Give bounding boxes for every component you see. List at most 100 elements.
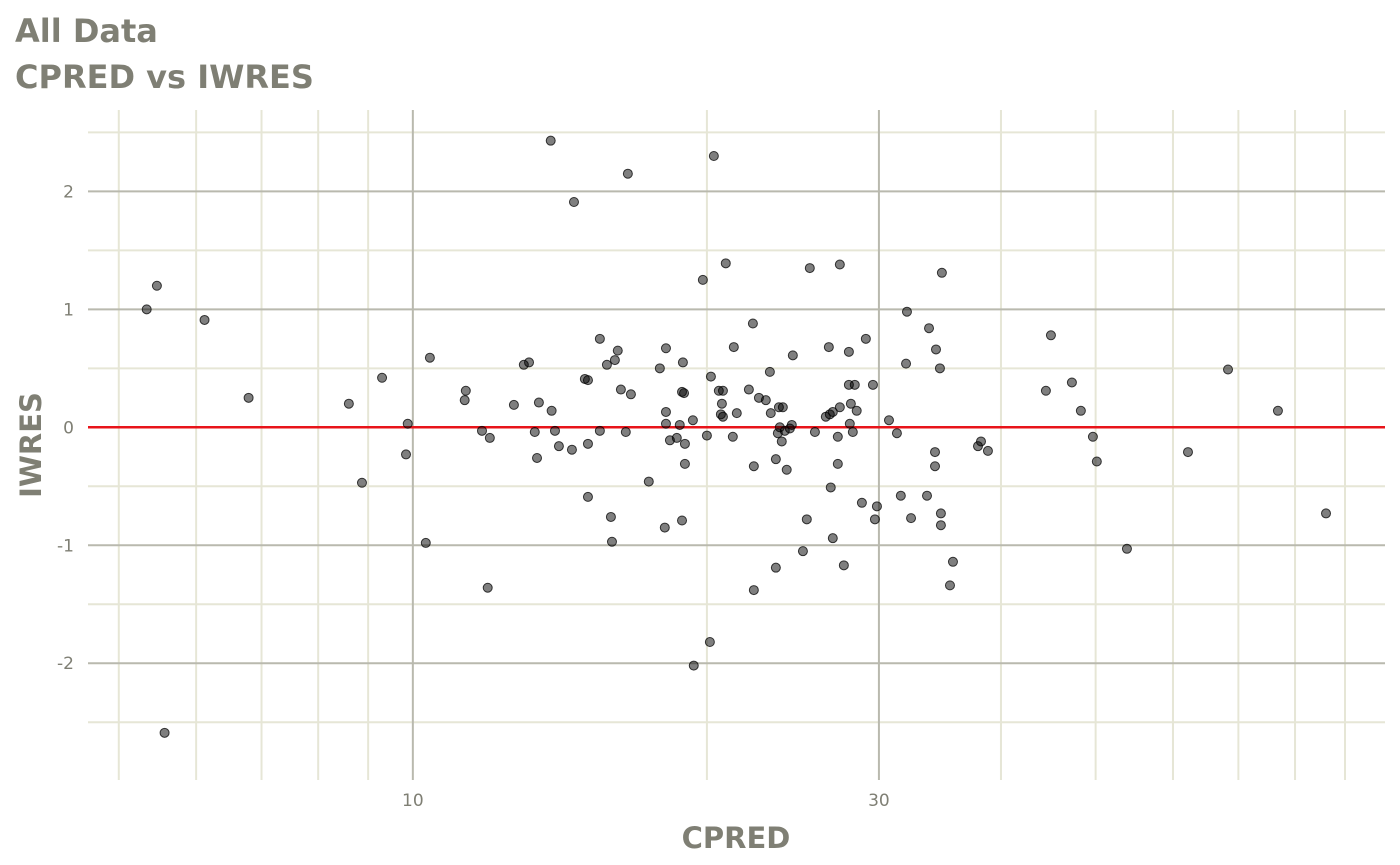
y-tick-label: -2	[57, 654, 74, 674]
data-point	[533, 397, 544, 408]
data-point	[704, 636, 715, 647]
data-point	[546, 405, 557, 416]
data-point	[625, 389, 636, 400]
data-point	[654, 363, 665, 374]
data-point	[1091, 456, 1102, 467]
data-point	[688, 660, 699, 671]
data-point	[1045, 330, 1056, 341]
x-tick-label: 10	[402, 791, 424, 811]
data-point	[982, 445, 993, 456]
data-point	[747, 318, 758, 329]
data-point	[484, 432, 495, 443]
chart-subtitle: CPRED vs IWRES	[15, 58, 314, 96]
data-point	[1182, 447, 1193, 458]
data-point	[609, 355, 620, 366]
data-point	[930, 461, 941, 472]
data-point	[660, 343, 671, 354]
data-point	[869, 514, 880, 525]
data-point	[770, 454, 781, 465]
y-tick-label: 0	[63, 418, 74, 438]
grid	[88, 110, 1385, 780]
data-point	[1066, 377, 1077, 388]
data-point	[687, 415, 698, 426]
data-point	[930, 344, 941, 355]
data-point	[934, 363, 945, 374]
data-point	[777, 402, 788, 413]
data-point	[508, 399, 519, 410]
data-point	[545, 135, 556, 146]
data-point	[849, 379, 860, 390]
data-point	[605, 511, 616, 522]
data-point	[705, 371, 716, 382]
data-point	[930, 447, 941, 458]
data-point	[947, 556, 958, 567]
data-point	[532, 452, 543, 463]
data-point	[936, 267, 947, 278]
data-point	[901, 358, 912, 369]
data-point	[459, 395, 470, 406]
data-point	[529, 427, 540, 438]
data-point	[594, 333, 605, 344]
data-point	[622, 168, 633, 179]
data-point	[582, 438, 593, 449]
data-point	[823, 342, 834, 353]
data-point	[776, 436, 787, 447]
data-point	[765, 408, 776, 419]
data-point	[944, 580, 955, 591]
data-point	[549, 425, 560, 436]
data-point	[748, 461, 759, 472]
data-point	[151, 280, 162, 291]
data-point	[786, 419, 797, 430]
data-point	[424, 352, 435, 363]
data-point	[594, 425, 605, 436]
data-point	[566, 444, 577, 455]
data-point	[243, 392, 254, 403]
data-point	[770, 562, 781, 573]
data-point	[679, 438, 690, 449]
data-point	[935, 508, 946, 519]
data-point	[838, 560, 849, 571]
data-point	[601, 359, 612, 370]
data-point	[787, 350, 798, 361]
data-point	[748, 585, 759, 596]
data-point	[728, 342, 739, 353]
data-point	[906, 513, 917, 524]
data-point	[679, 458, 690, 469]
data-point	[1223, 364, 1234, 375]
x-tick-label: 30	[868, 791, 890, 811]
data-point	[679, 388, 690, 399]
data-point	[901, 306, 912, 317]
data-point	[1075, 405, 1086, 416]
x-axis-title: CPRED	[682, 821, 791, 855]
data-point	[843, 346, 854, 357]
data-point	[804, 263, 815, 274]
data-point	[845, 398, 856, 409]
data-point	[743, 384, 754, 395]
data-point	[141, 304, 152, 315]
data-point	[159, 727, 170, 738]
data-point	[827, 406, 838, 417]
data-point	[825, 482, 836, 493]
data-point	[677, 357, 688, 368]
data-point	[921, 490, 932, 501]
data-point	[356, 477, 367, 488]
data-point	[717, 411, 728, 422]
data-point	[697, 274, 708, 285]
data-point	[844, 418, 855, 429]
data-point	[660, 418, 671, 429]
data-point	[851, 405, 862, 416]
data-point	[856, 497, 867, 508]
data-point	[524, 357, 535, 368]
data-point	[377, 372, 388, 383]
data-point	[708, 151, 719, 162]
data-point	[343, 398, 354, 409]
data-point	[975, 436, 986, 447]
data-point	[731, 408, 742, 419]
data-point	[582, 491, 593, 502]
tick-labels: -2 -1 0 1 2 10 30	[57, 182, 890, 811]
data-point	[677, 515, 688, 526]
data-point	[568, 197, 579, 208]
data-point	[420, 537, 431, 548]
data-point	[401, 449, 412, 460]
